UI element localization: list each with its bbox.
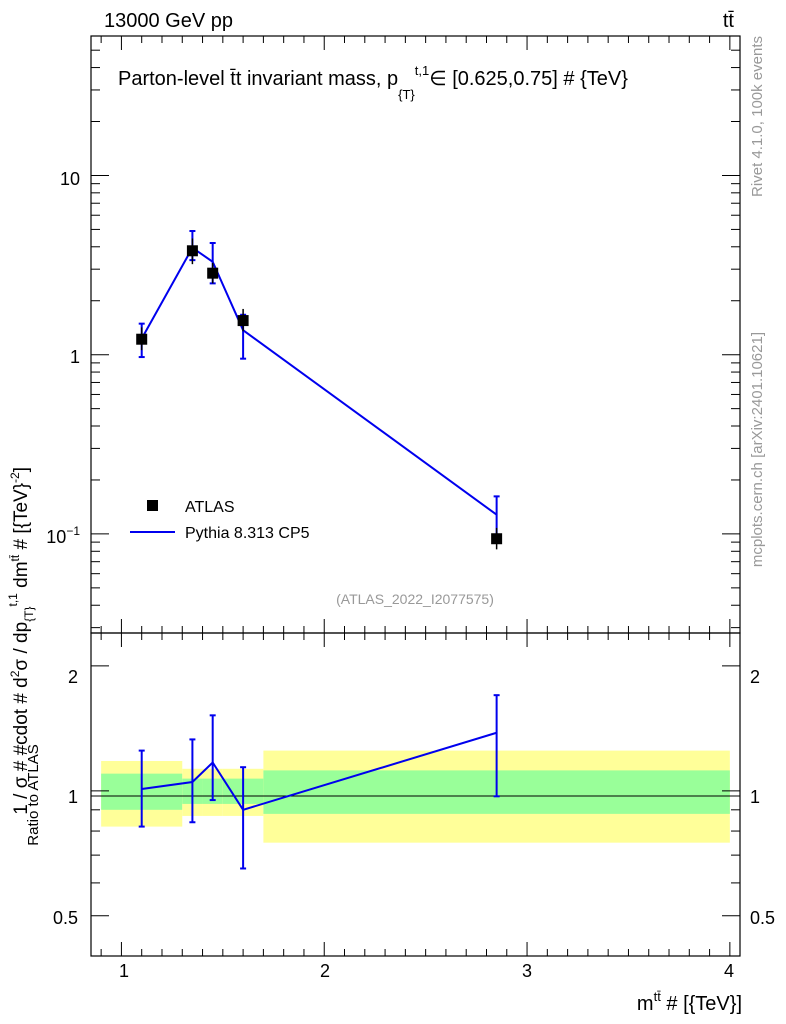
ratio-panel-frame — [90, 632, 741, 957]
y-tick-label-0p1: 10−1 — [46, 524, 80, 547]
legend-data-label: ATLAS — [185, 499, 235, 516]
rivet-version-label: Rivet 4.1.0, 100k events — [749, 36, 766, 197]
x-tick-label-1: 1 — [119, 961, 129, 981]
ratio-y-tick-2-right: 2 — [750, 667, 760, 687]
ratio-y-tick-1-left: 1 — [68, 787, 78, 807]
analysis-id-label: (ATLAS_2022_I2077575) — [336, 591, 494, 607]
x-tick-label-4: 4 — [724, 961, 734, 981]
ratio-y-tick-0p5-right: 0.5 — [750, 908, 775, 928]
data-point — [186, 245, 198, 257]
ratio-y-tick-2-left: 2 — [68, 667, 78, 687]
legend-data-marker — [147, 500, 158, 511]
data-point — [207, 267, 219, 279]
legend: ATLAS Pythia 8.313 CP5 — [130, 499, 310, 542]
legend-mc-label: Pythia 8.313 CP5 — [185, 525, 310, 542]
plot-title-subscript: {T} — [398, 87, 415, 102]
data-point — [237, 315, 249, 327]
x-tick-label-2: 2 — [320, 961, 330, 981]
plot-title-tail: ∈ [0.625,0.75] # {TeV} — [429, 68, 628, 90]
y-axis-label-main: 1 / σ # #cdot # d2σ / dp{T}t,1 dmtt̄ # [… — [6, 467, 36, 815]
plot-title-main: Parton-level t̄t invariant mass, p — [118, 68, 398, 90]
energy-label: 13000 GeV pp — [104, 10, 233, 32]
x-tick-label-3: 3 — [522, 961, 532, 981]
ratio-panel: 2 1 0.5 2 1 0.5 Ratio to ATLAS 1 2 3 4 m… — [25, 632, 775, 1015]
ratio-y-tick-1-right: 1 — [750, 787, 760, 807]
mcplots-label: mcplots.cern.ch [arXiv:2401.10621] — [749, 332, 766, 567]
ratio-axis-ticks — [91, 633, 740, 956]
main-panel: Parton-level t̄t invariant mass, p{T}t,1… — [6, 35, 741, 815]
mc-line — [140, 246, 498, 516]
main-axis-ticks — [91, 35, 740, 633]
x-axis-label: mtt̄ # [{TeV}] — [637, 989, 742, 1015]
main-series — [136, 229, 503, 550]
data-point — [491, 533, 503, 545]
data-point — [136, 333, 148, 345]
y-tick-label-10: 10 — [60, 169, 80, 189]
process-label: tt̄ — [723, 10, 735, 32]
ratio-y-tick-0p5-left: 0.5 — [53, 908, 78, 928]
main-panel-frame — [90, 35, 741, 634]
y-tick-label-1: 1 — [70, 347, 80, 367]
plot-title: Parton-level t̄t invariant mass, p{T}t,1… — [118, 63, 628, 102]
ratio-series — [138, 694, 500, 870]
ratio-bands — [101, 750, 730, 843]
plot-title-superscript: t,1 — [415, 63, 429, 78]
y-axis-label-ratio: Ratio to ATLAS — [25, 744, 42, 845]
